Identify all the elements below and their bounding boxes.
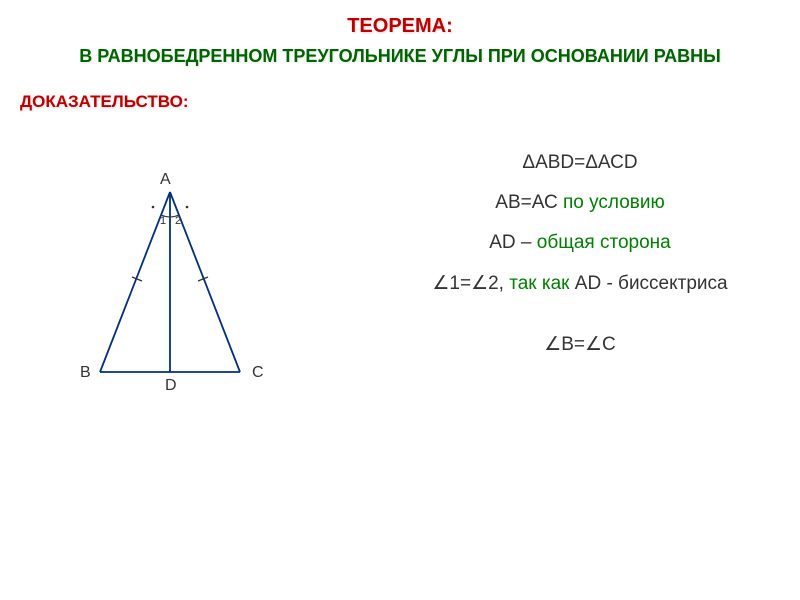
proof-line-4-prefix: ∠1=∠2, xyxy=(432,273,509,294)
dot-left xyxy=(152,206,155,209)
theorem-statement: В РАВНОБЕДРЕННОМ ТРЕУГОЛЬНИКЕ УГЛЫ ПРИ О… xyxy=(0,38,800,67)
main-content: А В С D 1 2 ΔАВD=ΔАСD АВ=АС по условию А… xyxy=(0,112,800,452)
proof-line-3-prefix: АD – xyxy=(489,232,537,253)
proof-line-5: ∠В=∠С xyxy=(360,333,800,356)
dot-right xyxy=(186,206,189,209)
label-a: А xyxy=(160,172,171,188)
spacer xyxy=(360,313,800,333)
theorem-heading: ТЕОРЕМА: xyxy=(0,0,800,38)
proof-line-2-prefix: АВ=АС xyxy=(495,192,563,213)
label-b: В xyxy=(80,364,91,381)
proof-line-4: ∠1=∠2, так как АD - биссектриса xyxy=(360,272,800,295)
proof-line-2: АВ=АС по условию xyxy=(360,192,800,214)
proof-line-2-suffix: по условию xyxy=(563,192,665,213)
proof-line-4-mid: так как xyxy=(509,273,569,294)
triangle-diagram: А В С D 1 2 xyxy=(60,172,290,412)
proof-line-1: ΔАВD=ΔАСD xyxy=(360,152,800,174)
label-c: С xyxy=(252,364,264,381)
angle-label-2: 2 xyxy=(175,215,181,227)
proof-text-area: ΔАВD=ΔАСD АВ=АС по условию АD – общая ст… xyxy=(340,152,800,452)
diagram-container: А В С D 1 2 xyxy=(0,152,340,452)
proof-line-3: АD – общая сторона xyxy=(360,232,800,254)
proof-line-3-suffix: общая сторона xyxy=(537,232,671,253)
angle-label-1: 1 xyxy=(160,215,166,227)
label-d: D xyxy=(165,377,177,394)
proof-label: ДОКАЗАТЕЛЬСТВО: xyxy=(0,67,800,112)
proof-line-4-suffix: АD - биссектриса xyxy=(570,273,728,294)
